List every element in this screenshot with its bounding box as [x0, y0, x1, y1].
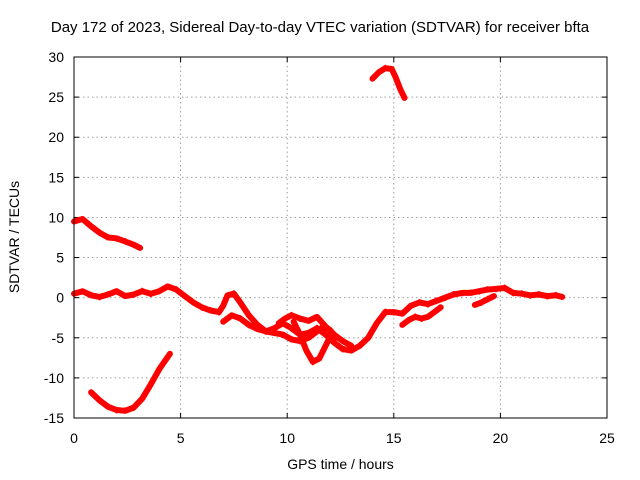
axis-ticks: 0 5 10 15 20 25 -15 -10 -5 0 5 10 15 20 25 30: [44, 49, 615, 446]
y-tick-label: 25: [48, 89, 64, 105]
y-axis-label: SDTVAR / TECUs: [6, 180, 22, 294]
series-scatter-2: [223, 315, 337, 345]
y-tick-label: -10: [44, 370, 64, 386]
series-scatter-1: [73, 284, 563, 353]
series-scatter-4: [278, 311, 352, 349]
x-tick-label: 20: [493, 430, 509, 446]
series-line-7: [88, 350, 173, 414]
data-series: [71, 64, 566, 414]
y-tick-label: -15: [44, 410, 64, 426]
y-tick-label: -5: [52, 330, 65, 346]
plot-frame: [73, 56, 608, 419]
x-tick-label: 15: [386, 430, 402, 446]
series-scatter-9: [474, 295, 495, 306]
x-tick-label: 5: [177, 430, 185, 446]
series-scatter-5: [402, 304, 442, 324]
series-line-5: [399, 304, 444, 328]
x-tick-label: 10: [279, 430, 295, 446]
y-tick-label: 30: [48, 49, 64, 65]
y-tick-label: 15: [48, 169, 64, 185]
chart-title: Day 172 of 2023, Sidereal Day-to-day VTE…: [50, 19, 590, 36]
x-axis-label: GPS time / hours: [287, 456, 394, 472]
series-scatter-7: [90, 355, 171, 414]
y-tick-label: 0: [56, 290, 64, 306]
series-scatter-6: [73, 218, 141, 249]
grid-lines: [74, 57, 607, 418]
series-scatter-8: [372, 64, 406, 97]
series-line-8: [369, 65, 408, 101]
y-tick-label: 10: [48, 209, 64, 225]
x-tick-label: 25: [599, 430, 615, 446]
y-tick-label: 5: [56, 250, 64, 266]
x-tick-label: 0: [70, 430, 78, 446]
y-tick-label: 20: [48, 129, 64, 145]
series-scatter-3: [292, 318, 333, 366]
